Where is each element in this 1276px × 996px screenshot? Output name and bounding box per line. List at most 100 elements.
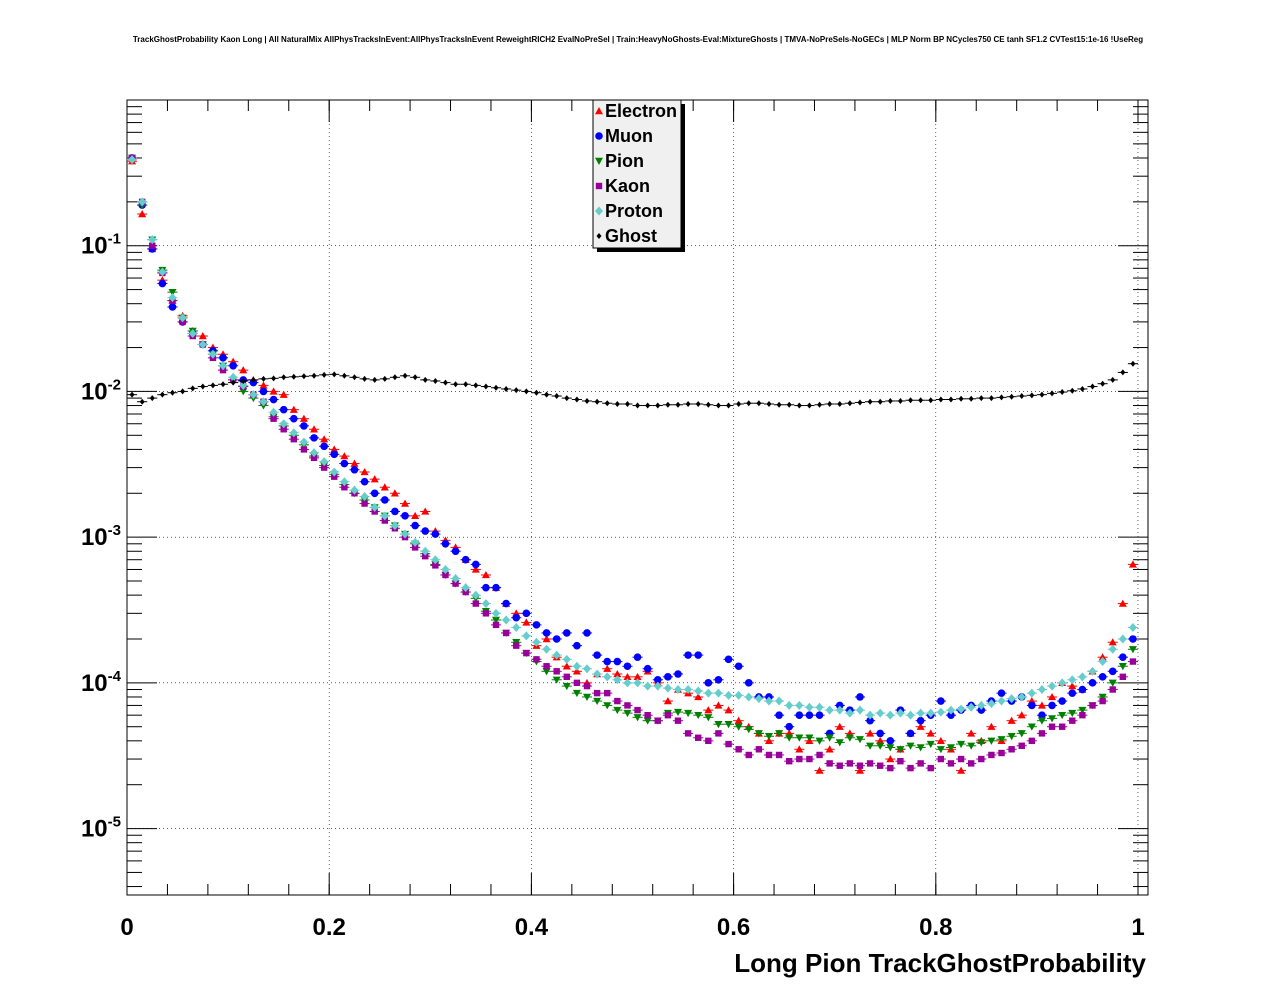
data-point [391, 507, 399, 516]
data-point [572, 689, 581, 698]
data-point [855, 766, 864, 774]
data-point [1078, 706, 1087, 715]
data-point [957, 755, 965, 763]
data-point [1017, 730, 1026, 738]
data-point [734, 716, 743, 724]
data-point [623, 678, 632, 688]
data-point [180, 388, 186, 395]
data-point [523, 649, 530, 657]
data-point [533, 656, 540, 663]
data-point [846, 760, 854, 767]
data-point [1078, 672, 1087, 682]
y-tick-label: 10-1 [81, 231, 121, 260]
data-point [746, 400, 752, 407]
data-point [835, 705, 844, 715]
data-point [360, 467, 369, 476]
data-point [1038, 711, 1046, 719]
legend-item-ghost: Ghost [596, 226, 657, 246]
data-point [471, 560, 480, 569]
data-point [594, 398, 600, 405]
data-point [624, 702, 631, 709]
data-point [825, 734, 834, 742]
data-point [543, 663, 550, 670]
data-point [816, 751, 823, 759]
data-point [705, 401, 711, 408]
data-point [866, 760, 874, 767]
data-point [694, 692, 703, 701]
data-point [522, 618, 531, 626]
data-point [764, 696, 773, 706]
data-point [855, 736, 864, 744]
data-point [714, 688, 723, 698]
data-point [422, 376, 428, 383]
data-point [997, 736, 1006, 744]
data-point [856, 762, 864, 769]
x-tick-label: 0 [120, 914, 133, 941]
y-tick-labels: 10-1 10-2 10-3 10-4 10-5 [81, 231, 122, 843]
data-point [1048, 692, 1057, 701]
data-point [977, 739, 986, 747]
data-point [1108, 638, 1117, 646]
data-point [633, 714, 642, 722]
data-point [684, 709, 693, 718]
data-point [674, 670, 682, 678]
x-tick-label: 0.2 [313, 914, 346, 941]
data-point [542, 668, 551, 676]
data-point [1028, 737, 1036, 745]
legend-item-pion: Pion [595, 151, 644, 171]
x-tick-labels: 0 0.2 0.4 0.6 0.8 1 [120, 914, 1144, 941]
data-point [1118, 599, 1127, 607]
data-point [148, 235, 157, 245]
data-point [532, 637, 541, 647]
data-point [724, 706, 733, 714]
y-tick-label: 10-5 [81, 814, 121, 843]
data-point [633, 678, 642, 688]
legend-marker [595, 132, 603, 140]
data-point [370, 502, 379, 512]
data-point [442, 379, 448, 386]
data-point [695, 734, 702, 741]
data-point [249, 390, 258, 400]
data-point [522, 631, 531, 641]
data-point [513, 642, 520, 649]
data-point [1118, 663, 1127, 671]
data-point [1037, 685, 1046, 695]
data-point [674, 717, 682, 724]
chart-title: TrackGhostProbability Kaon Long | All Na… [133, 35, 1143, 44]
data-point [472, 600, 479, 607]
data-point [1110, 376, 1116, 383]
data-point [918, 397, 924, 404]
data-point [744, 679, 753, 687]
data-point [1018, 742, 1025, 749]
data-point [583, 693, 592, 701]
data-point [826, 760, 833, 767]
data-point [563, 673, 570, 681]
data-point [967, 729, 976, 737]
legend-marker [595, 107, 603, 115]
data-point [928, 397, 934, 404]
data-point [876, 736, 885, 745]
data-point [623, 672, 632, 681]
data-point [906, 729, 915, 738]
data-point [533, 389, 539, 396]
data-point [502, 629, 510, 637]
data-point [461, 555, 470, 564]
data-point [1007, 733, 1016, 741]
legend-label: Muon [605, 126, 653, 146]
data-point [988, 751, 995, 759]
grid-lines [127, 100, 1148, 895]
data-point [734, 723, 743, 731]
data-point [694, 686, 703, 696]
data-point [381, 496, 389, 504]
data-point [360, 492, 369, 502]
data-point [603, 657, 612, 666]
data-point [886, 737, 895, 745]
data-point [1078, 685, 1087, 694]
data-point [340, 459, 349, 468]
data-point [583, 682, 591, 690]
data-point [775, 730, 784, 738]
data-point [1128, 622, 1137, 632]
data-point [1120, 369, 1126, 376]
data-point [1108, 679, 1117, 687]
